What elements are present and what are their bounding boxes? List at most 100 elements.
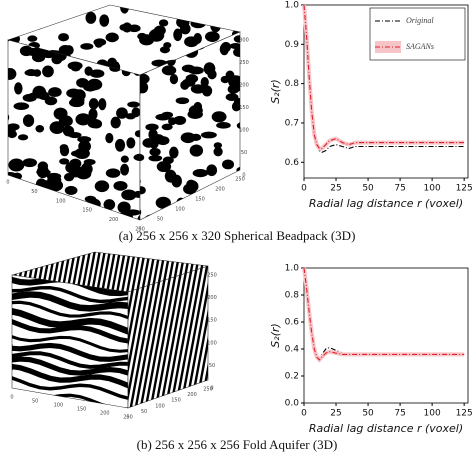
stripe xyxy=(133,252,167,292)
blob xyxy=(235,184,244,197)
stripe xyxy=(13,252,47,292)
blob xyxy=(48,87,62,98)
y-tick-label: 0.6 xyxy=(285,158,300,168)
blob xyxy=(212,112,224,123)
legend-label: SAGANs xyxy=(406,42,434,51)
blob xyxy=(105,32,119,43)
cube-tick-label: 50 xyxy=(157,217,163,223)
blob xyxy=(59,158,70,165)
series-line xyxy=(303,4,465,154)
blob xyxy=(212,6,225,14)
blob xyxy=(103,199,116,211)
x-tick-label: 25 xyxy=(330,409,341,419)
x-tick-label: 100 xyxy=(424,409,441,419)
blob xyxy=(163,0,178,6)
blob xyxy=(222,209,239,220)
stripe xyxy=(235,250,265,412)
blob xyxy=(86,78,103,91)
blob xyxy=(114,138,126,152)
stripe xyxy=(12,291,128,312)
blob xyxy=(63,5,78,14)
blob xyxy=(142,138,155,148)
blob xyxy=(44,213,57,224)
blob xyxy=(151,0,163,8)
blob xyxy=(159,5,168,12)
blob xyxy=(178,1,187,11)
blob xyxy=(1,199,11,211)
blob xyxy=(230,208,240,220)
y-tick-label: 0.8 xyxy=(285,291,300,301)
x-tick-label: 125 xyxy=(456,409,473,419)
blob xyxy=(198,203,208,215)
cube-tick-label: 0 xyxy=(126,415,129,421)
blob xyxy=(225,93,239,102)
x-tick-label: 50 xyxy=(362,409,374,419)
blob xyxy=(17,219,31,228)
stripe xyxy=(12,363,128,389)
blob xyxy=(228,5,238,15)
blob xyxy=(210,194,225,206)
blob xyxy=(181,64,196,73)
stripe xyxy=(183,266,208,408)
blob xyxy=(164,169,177,183)
y-axis-label: S₂(r) xyxy=(269,323,282,348)
blob xyxy=(169,146,179,159)
cube-tick-label: 0 xyxy=(6,180,9,186)
stripe xyxy=(12,317,128,344)
blob xyxy=(173,28,183,42)
blob xyxy=(223,192,239,200)
blob xyxy=(27,22,38,31)
blob xyxy=(127,101,140,108)
cube-tick-label: 50 xyxy=(141,409,147,415)
plot-frame xyxy=(303,4,469,179)
x-tick-label: 0 xyxy=(301,184,307,194)
blob xyxy=(184,36,199,48)
blob xyxy=(189,144,204,157)
cube-tick-label: 0 xyxy=(242,173,245,179)
y-tick-label: 0.9 xyxy=(285,40,300,50)
blob xyxy=(190,84,206,94)
blob xyxy=(75,113,91,126)
blob xyxy=(107,57,117,67)
blob xyxy=(224,0,232,6)
blob xyxy=(175,97,190,105)
blob xyxy=(228,5,240,11)
blob xyxy=(177,213,194,220)
blob xyxy=(68,131,82,139)
blob xyxy=(35,125,45,133)
blob xyxy=(23,0,33,6)
blob xyxy=(158,19,169,27)
blob xyxy=(94,40,103,48)
blob xyxy=(21,207,35,216)
blob xyxy=(163,42,172,49)
blob xyxy=(194,213,203,225)
blob xyxy=(217,17,231,27)
blob xyxy=(57,2,71,11)
blob xyxy=(236,121,240,130)
x-tick-label: 75 xyxy=(394,409,405,419)
blob xyxy=(30,1,41,13)
blob xyxy=(155,196,171,209)
blob xyxy=(131,107,140,118)
stripe xyxy=(143,252,177,292)
blob xyxy=(94,180,110,193)
blob xyxy=(146,0,162,7)
blob xyxy=(119,24,128,31)
stripe xyxy=(43,252,77,292)
legend-label: Original xyxy=(406,16,434,25)
stripe xyxy=(38,252,72,292)
blob xyxy=(140,78,147,85)
blob xyxy=(124,209,140,216)
blob xyxy=(204,197,213,205)
blob xyxy=(7,185,16,193)
blob xyxy=(19,15,31,29)
stripe xyxy=(220,250,250,412)
blob xyxy=(29,201,42,212)
blob xyxy=(148,128,158,141)
blob xyxy=(127,24,141,33)
cube-tick-label: 100 xyxy=(175,207,185,213)
blob xyxy=(48,213,61,222)
stripe xyxy=(108,252,142,292)
cube-tick-label: 250 xyxy=(135,227,145,233)
cube-tick-label: 100 xyxy=(239,128,249,134)
